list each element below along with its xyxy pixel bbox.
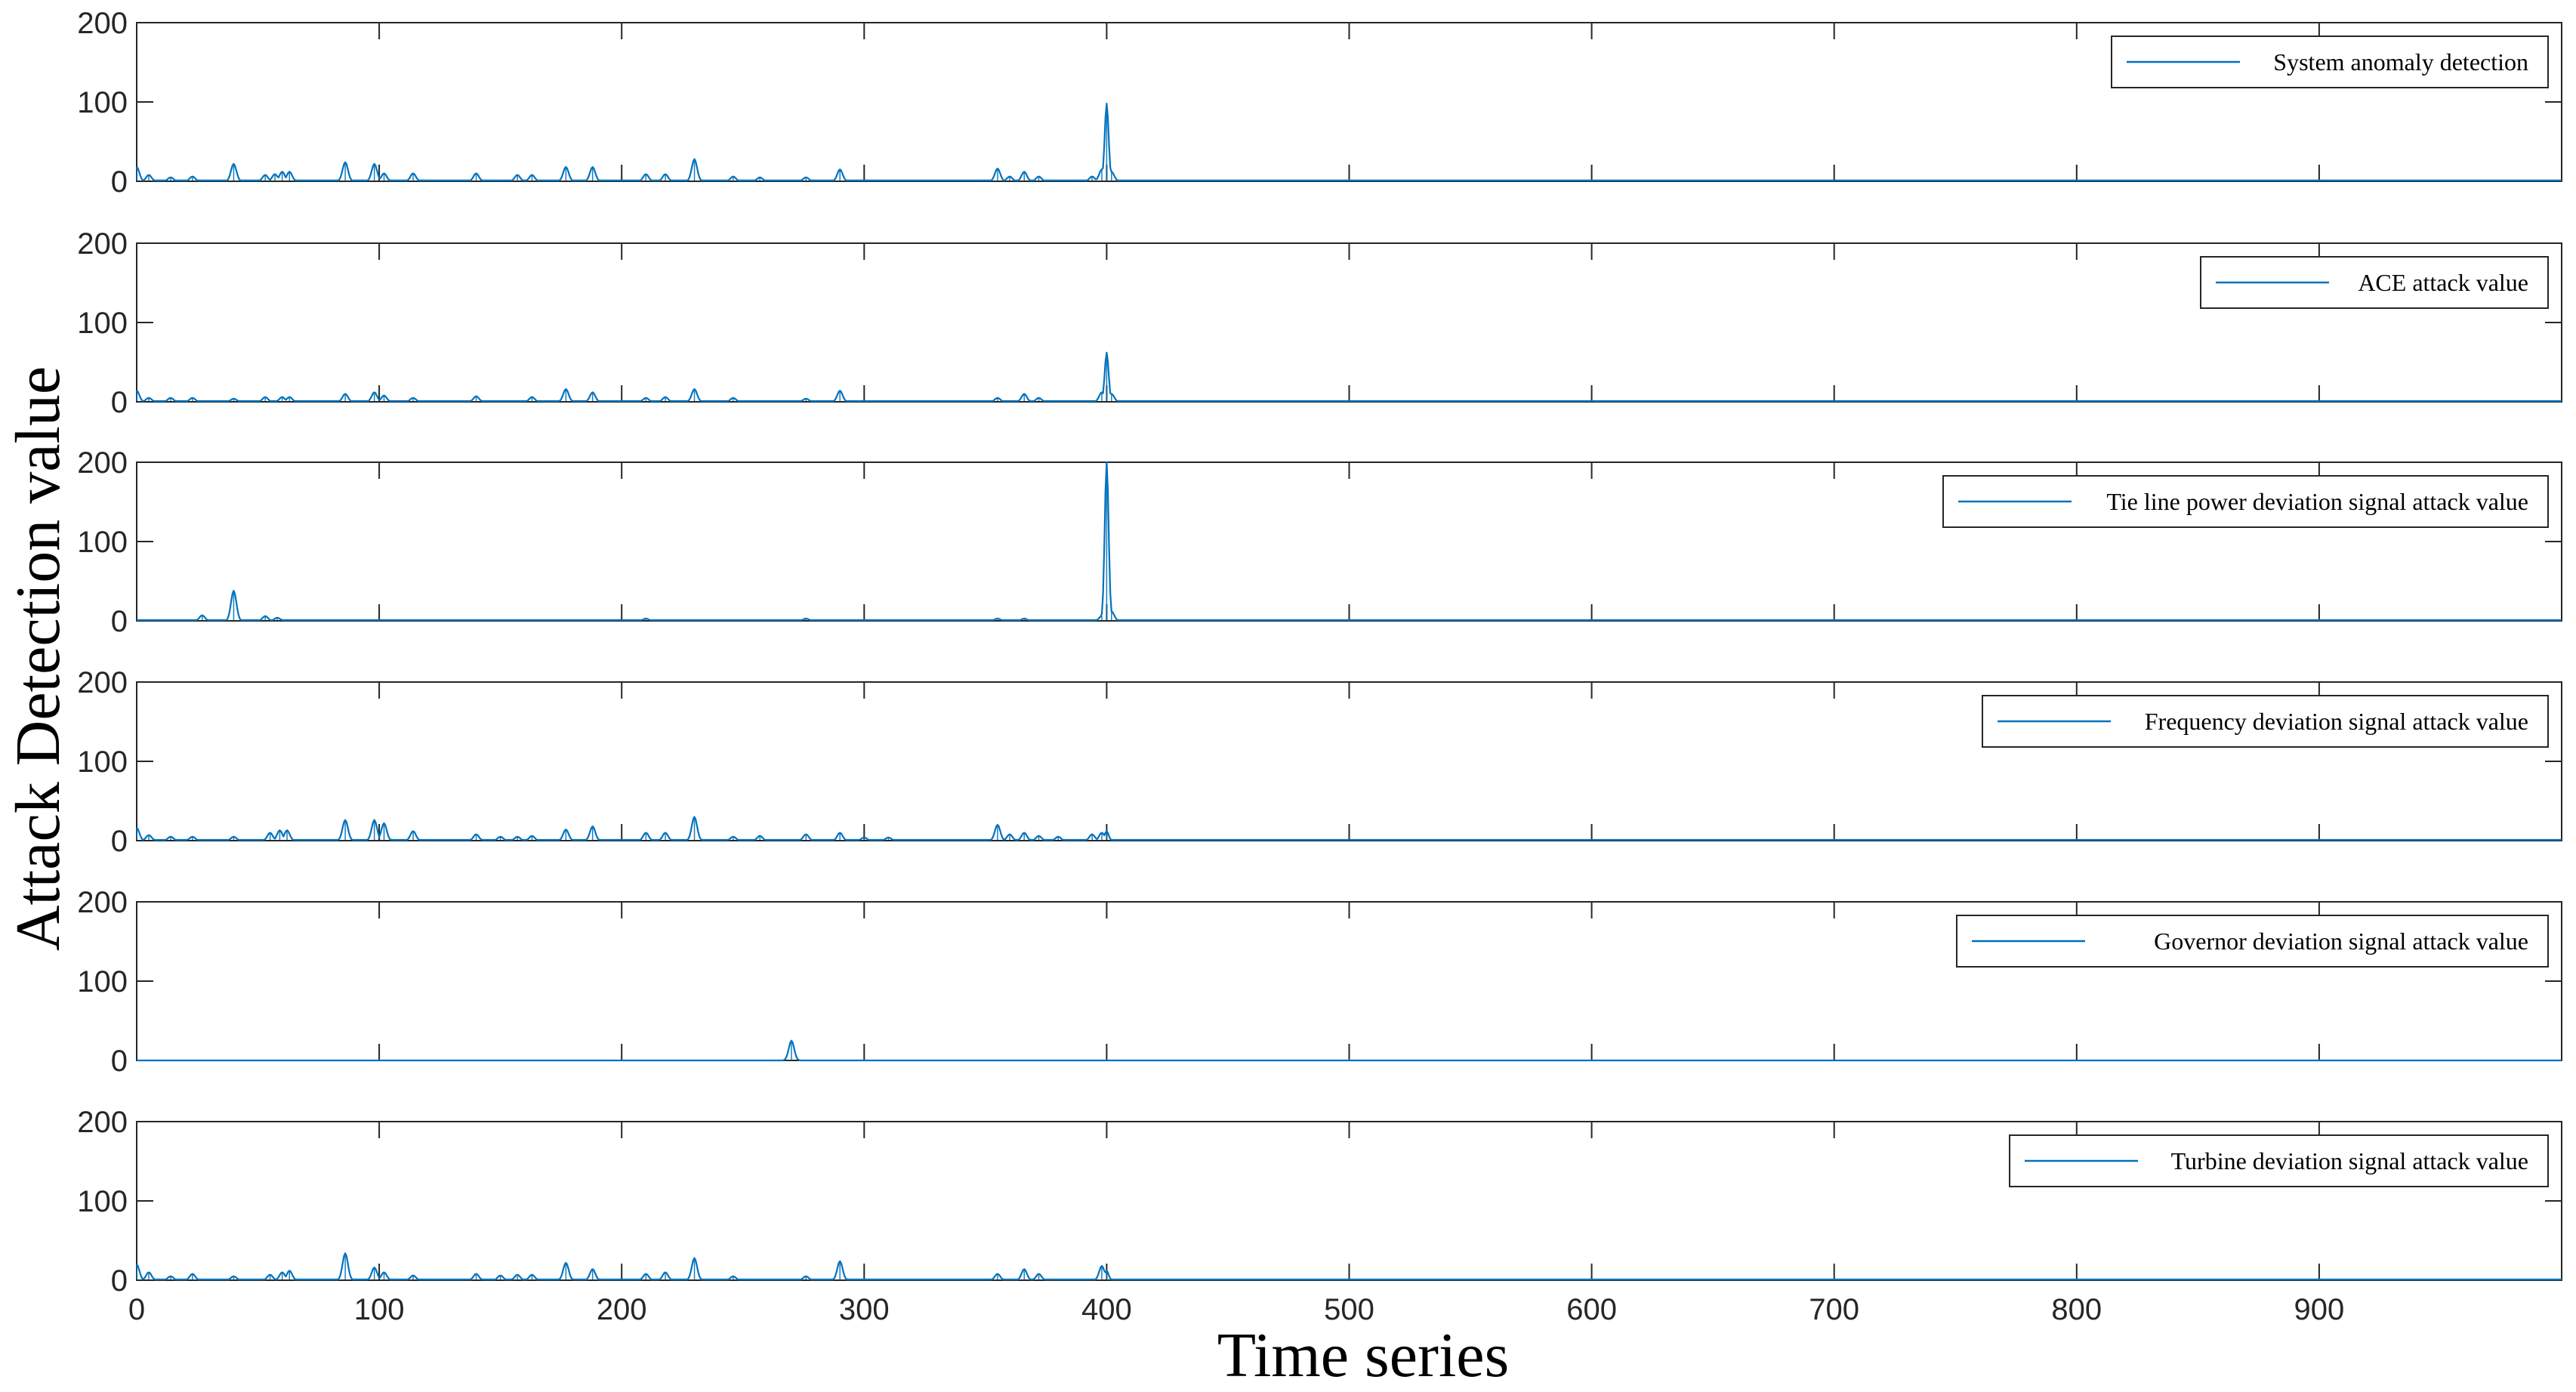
y-tick-label: 0 bbox=[111, 386, 128, 419]
series-line bbox=[136, 351, 2562, 403]
y-tick-label: 100 bbox=[77, 1185, 128, 1218]
y-tick-label: 0 bbox=[111, 825, 128, 858]
legend: Tie line power deviation signal attack v… bbox=[1942, 475, 2549, 528]
y-tick-label: 100 bbox=[77, 86, 128, 119]
y-tick-label: 100 bbox=[77, 526, 128, 559]
y-tick-label: 100 bbox=[77, 965, 128, 998]
legend: Governor deviation signal attack value bbox=[1956, 915, 2549, 968]
series-line bbox=[137, 1039, 2562, 1062]
x-tick-label: 800 bbox=[2051, 1293, 2102, 1326]
x-tick-label: 700 bbox=[1809, 1293, 1859, 1326]
y-tick-label: 100 bbox=[77, 745, 128, 779]
y-tick-label: 0 bbox=[111, 165, 128, 199]
legend: System anomaly detection bbox=[2111, 35, 2549, 88]
y-tick-label: 200 bbox=[77, 227, 128, 261]
subplot-stack: 0 100 200 System anomaly detection 0 100 200 AC… bbox=[77, 7, 2562, 1326]
x-tick-label: 300 bbox=[839, 1293, 890, 1326]
y-tick-label: 0 bbox=[111, 1045, 128, 1078]
legend-label: Turbine deviation signal attack value bbox=[2171, 1147, 2528, 1174]
axes-frame bbox=[136, 242, 2562, 403]
legend: Frequency deviation signal attack value bbox=[1982, 695, 2549, 748]
x-tick-label: 0 bbox=[128, 1293, 145, 1326]
x-tick-label: 100 bbox=[354, 1293, 405, 1326]
subplot-2: 0 100 200 ACE attack value bbox=[77, 227, 2562, 419]
series-line bbox=[136, 1252, 2562, 1281]
series-line bbox=[137, 461, 2562, 622]
legend: ACE attack value bbox=[2200, 256, 2549, 309]
y-tick-label: 0 bbox=[111, 605, 128, 638]
y-tick-label: 200 bbox=[77, 666, 128, 699]
x-tick-label: 400 bbox=[1081, 1293, 1132, 1326]
y-tick-label: 200 bbox=[77, 7, 128, 40]
y-tick-label: 200 bbox=[77, 446, 128, 480]
legend-label: System anomaly detection bbox=[2273, 48, 2528, 76]
legend-label: Governor deviation signal attack value bbox=[2154, 927, 2528, 955]
y-axis-title: Attack Detection value bbox=[3, 366, 73, 951]
subplot-3: 0 100 200 Tie line power deviation signal a… bbox=[77, 446, 2562, 638]
y-tick-label: 100 bbox=[77, 307, 128, 340]
x-tick-label: 200 bbox=[597, 1293, 647, 1326]
y-tick-label: 200 bbox=[77, 886, 128, 919]
series-line bbox=[136, 103, 2562, 181]
series-line bbox=[136, 816, 2562, 841]
y-tick-label: 200 bbox=[77, 1106, 128, 1139]
x-tick-label: 600 bbox=[1566, 1293, 1617, 1326]
x-axis-title: Time series bbox=[1217, 1320, 1510, 1390]
subplot-6: 0 100 200 0 100 200 300 400 500 600 700 800 900 Turbi… bbox=[77, 1106, 2562, 1326]
subplot-5: 0 100 200 Governor deviation signal attack … bbox=[77, 886, 2562, 1078]
subplot-4: 0 100 200 Frequency deviation signal attack… bbox=[77, 666, 2562, 858]
legend-label: Tie line power deviation signal attack v… bbox=[2106, 488, 2528, 515]
y-tick-label: 0 bbox=[111, 1264, 128, 1298]
legend-label: ACE attack value bbox=[2358, 269, 2528, 296]
legend-label: Frequency deviation signal attack value bbox=[2145, 708, 2528, 735]
x-tick-label: 900 bbox=[2294, 1293, 2345, 1326]
subplot-1: 0 100 200 System anomaly detection bbox=[77, 7, 2562, 199]
legend: Turbine deviation signal attack value bbox=[2009, 1134, 2549, 1187]
x-tick-label: 500 bbox=[1324, 1293, 1374, 1326]
